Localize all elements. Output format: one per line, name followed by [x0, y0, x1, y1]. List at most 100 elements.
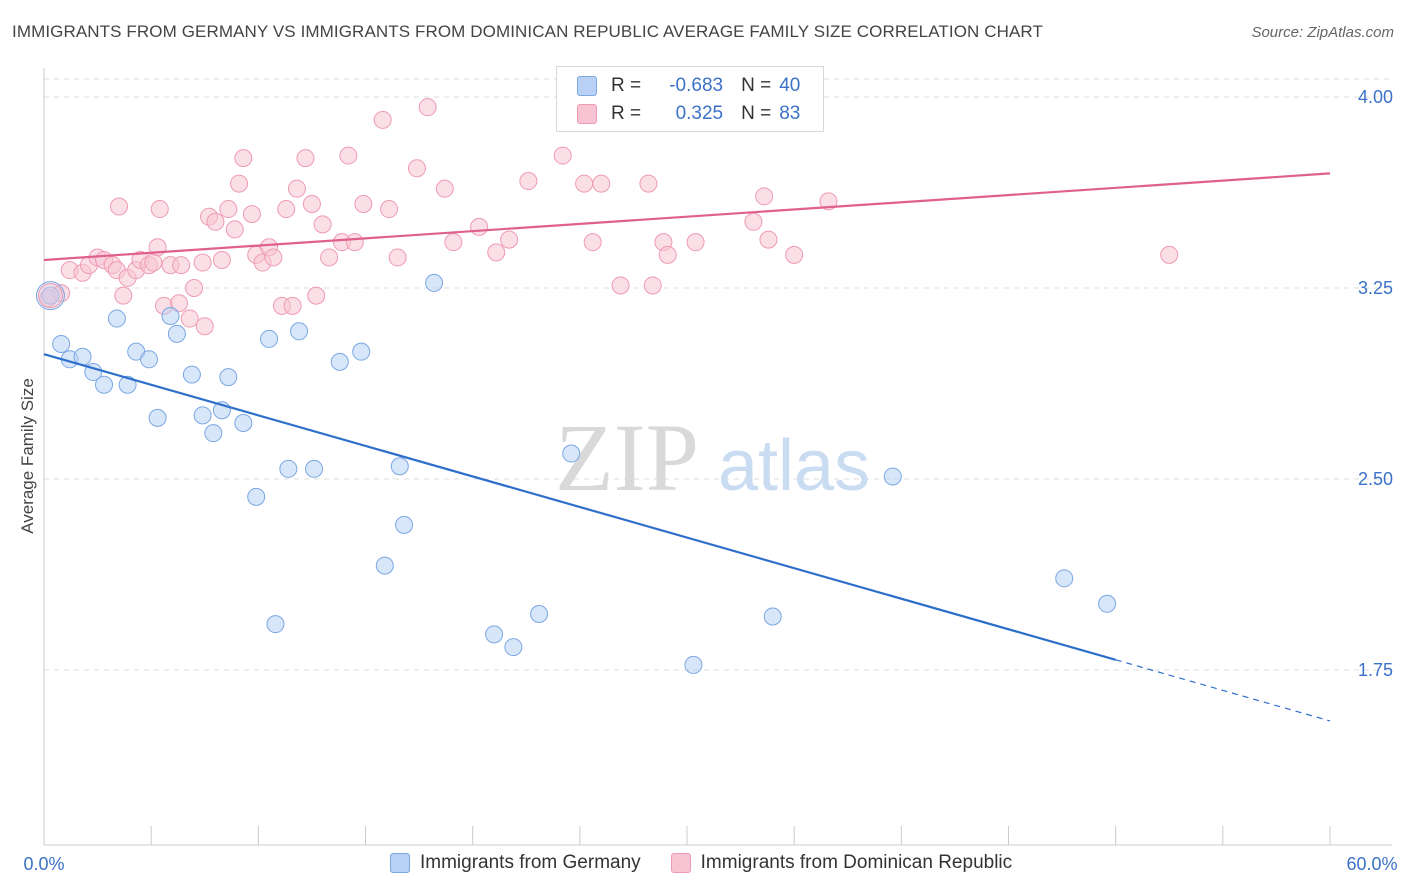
legend-row-dominican: R = 0.325 N = 83	[577, 101, 800, 127]
germany-point	[352, 342, 371, 361]
germany-point	[234, 413, 253, 432]
dominican-point	[354, 194, 373, 213]
germany-point	[161, 307, 180, 326]
dominican-point	[380, 200, 399, 219]
chart-title: IMMIGRANTS FROM GERMANY VS IMMIGRANTS FR…	[12, 22, 1043, 41]
dominican-point	[755, 187, 774, 206]
x-tick-label: 0.0%	[23, 854, 64, 874]
dominican-point	[277, 200, 296, 219]
dominican-point	[435, 179, 454, 198]
germany-point	[182, 365, 201, 384]
legend-n-label: N =	[741, 103, 772, 124]
series-legend-germany: Immigrants from Germany	[390, 852, 641, 874]
series-label-dominican: Immigrants from Dominican Republic	[700, 852, 1013, 873]
germany-point	[1055, 569, 1074, 588]
y-tick-label: 3.25	[1358, 278, 1393, 298]
dominican-point	[407, 159, 426, 178]
watermark-atlas: atlas	[718, 426, 870, 506]
germany-point	[883, 467, 902, 486]
dominican-point	[785, 245, 804, 264]
dominican-point	[114, 286, 133, 305]
dominican-point	[373, 110, 392, 129]
dominican-point	[575, 174, 594, 193]
dominican-trend-line	[43, 172, 1331, 262]
germany-point	[1098, 594, 1117, 613]
germany-point	[305, 459, 324, 478]
germany-point	[167, 324, 186, 343]
dominican-point	[500, 230, 519, 249]
dominican-point	[519, 172, 538, 191]
germany-point	[395, 515, 414, 534]
legend-n-label: N =	[741, 75, 772, 96]
x-tick-label: 60.0%	[1346, 854, 1397, 874]
dominican-cluster-point	[37, 283, 63, 309]
dominican-point	[185, 279, 204, 297]
germany-point	[247, 487, 266, 506]
germany-point	[140, 350, 159, 369]
dominican-point	[658, 245, 677, 264]
legend-n-value-germany: 40	[779, 75, 801, 96]
series-swatch-germany	[390, 853, 410, 873]
dominican-point	[643, 276, 662, 295]
legend-r-value-germany: -0.683	[669, 75, 724, 96]
dominican-point	[180, 309, 199, 328]
dominican-point	[302, 194, 321, 213]
dominican-point	[234, 149, 253, 168]
germany-point	[95, 375, 114, 394]
dominican-point	[1160, 245, 1179, 264]
germany-point	[193, 406, 212, 425]
dominican-point	[150, 200, 169, 219]
correlation-legend: R = -0.683 N = 40 R = 0.325 N = 83	[556, 66, 824, 132]
legend-r-label: R =	[611, 75, 642, 96]
dominican-point	[744, 212, 763, 231]
germany-point	[425, 273, 444, 292]
dominican-point	[242, 205, 261, 224]
germany-point	[330, 352, 349, 371]
dominican-point	[345, 233, 364, 252]
legend-n-value-dominican: 83	[779, 103, 801, 124]
dominican-point	[206, 212, 225, 231]
germany-trend-extension	[1115, 659, 1331, 722]
germany-trend-line	[43, 353, 1116, 661]
dominican-point	[553, 146, 572, 165]
germany-point	[562, 444, 581, 463]
legend-swatch-germany	[577, 76, 597, 96]
series-swatch-dominican	[670, 853, 691, 873]
dominican-point	[172, 256, 191, 275]
germany-point	[107, 309, 126, 328]
germany-point	[390, 457, 409, 476]
germany-point	[279, 459, 298, 478]
y-tick-label: 1.75	[1358, 660, 1393, 680]
dominican-point	[193, 253, 212, 272]
germany-point	[118, 375, 137, 394]
dominican-point	[170, 294, 189, 313]
dominican-point	[225, 220, 244, 239]
germany-point	[504, 638, 523, 657]
legend-r-label: R =	[611, 103, 642, 124]
germany-point	[41, 286, 60, 305]
y-tick-label: 4.00	[1358, 87, 1393, 107]
legend-row-germany: R = -0.683 N = 40	[577, 73, 800, 99]
dominican-point	[230, 174, 249, 193]
legend-r-value-dominican: 0.325	[675, 103, 724, 124]
germany-point	[266, 615, 285, 634]
germany-point	[485, 625, 504, 644]
series-legend-dominican: Immigrants from Dominican Republic	[670, 852, 1013, 874]
germany-point	[204, 424, 223, 443]
germany-point	[684, 655, 703, 674]
dominican-point	[339, 146, 358, 165]
germany-point	[375, 556, 394, 575]
dominican-point	[264, 248, 283, 267]
legend-swatch-dominican	[577, 104, 597, 124]
germany-point	[260, 329, 279, 348]
chart-source: Source: ZipAtlas.com	[1251, 24, 1394, 41]
germany-point	[52, 335, 71, 354]
dominican-point	[219, 200, 238, 219]
dominican-point	[110, 197, 129, 216]
dominican-point	[583, 233, 602, 252]
dominican-point	[418, 98, 437, 117]
dominican-point	[287, 179, 306, 198]
germany-point	[219, 368, 238, 387]
series-label-germany: Immigrants from Germany	[420, 852, 641, 873]
y-tick-label: 2.50	[1358, 469, 1393, 489]
